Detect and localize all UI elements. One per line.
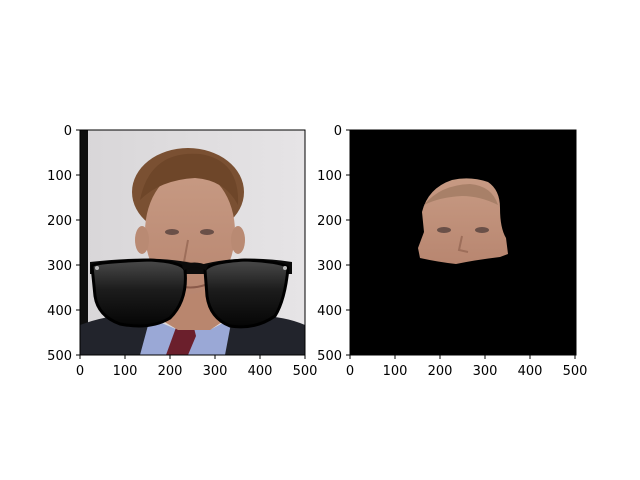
- x-tick-label: 0: [346, 364, 354, 379]
- x-tick-label: 500: [293, 364, 318, 379]
- y-tick-label: 0: [334, 124, 342, 139]
- x-tick-label: 500: [563, 364, 588, 379]
- y-tick-label: 0: [64, 124, 72, 139]
- y-tick-label: 400: [47, 304, 72, 319]
- x-tick-label: 300: [203, 364, 228, 379]
- y-tick-label: 200: [317, 214, 342, 229]
- y-tick-label: 300: [317, 259, 342, 274]
- y-tick-label: 100: [317, 169, 342, 184]
- y-tick-label: 500: [47, 349, 72, 364]
- x-tick-label: 400: [518, 364, 543, 379]
- x-tick-label: 300: [473, 364, 498, 379]
- left-x-tick-labels: 0 100 200 300 400 500: [76, 364, 318, 379]
- tick-marks: [76, 129, 576, 359]
- y-tick-label: 100: [47, 169, 72, 184]
- y-tick-label: 200: [47, 214, 72, 229]
- x-tick-label: 100: [113, 364, 138, 379]
- x-tick-label: 0: [76, 364, 84, 379]
- left-y-tick-labels: 0 100 200 300 400 500: [47, 124, 72, 364]
- panel-left-image: [80, 130, 305, 355]
- panel-right-image: [350, 130, 576, 355]
- y-tick-label: 400: [317, 304, 342, 319]
- sunglasses-overlay: [90, 258, 292, 329]
- y-tick-label: 500: [317, 349, 342, 364]
- right-x-tick-labels: 0 100 200 300 400 500: [346, 364, 588, 379]
- y-tick-label: 300: [47, 259, 72, 274]
- x-tick-label: 200: [428, 364, 453, 379]
- right-y-tick-labels: 0 100 200 300 400 500: [317, 124, 342, 364]
- x-tick-label: 400: [248, 364, 273, 379]
- x-tick-label: 200: [158, 364, 183, 379]
- panel-right-frame: [349, 129, 577, 356]
- panel-left-frame: [79, 129, 306, 356]
- x-tick-label: 100: [383, 364, 408, 379]
